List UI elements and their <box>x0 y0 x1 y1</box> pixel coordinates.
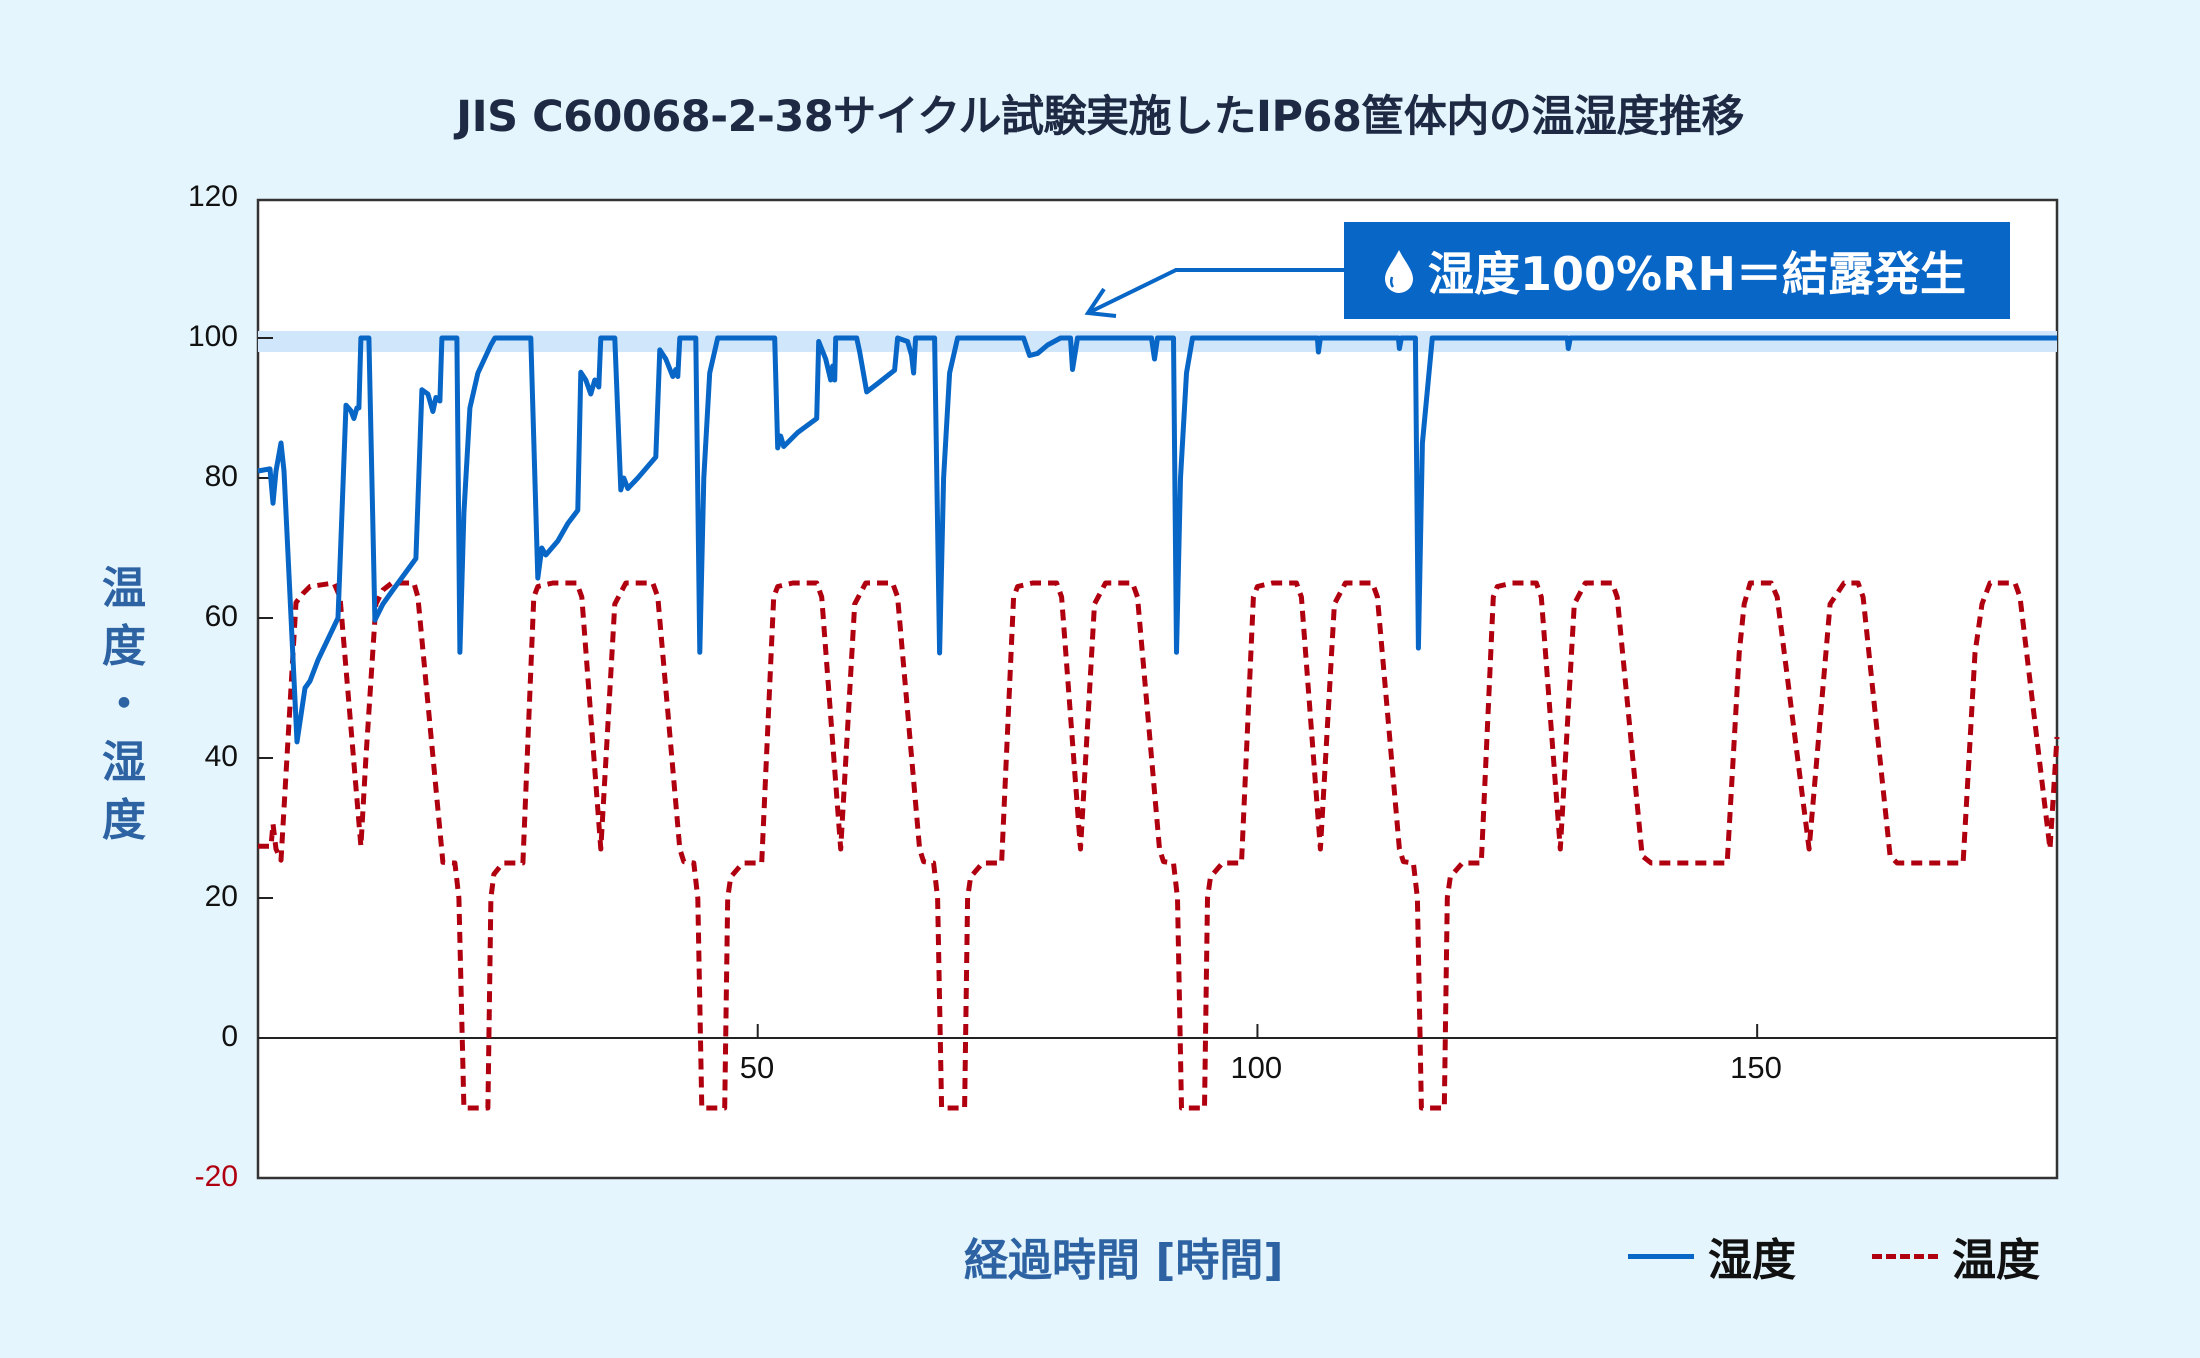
y-label-char: 度 <box>102 621 146 672</box>
humidity-line <box>257 335 2057 745</box>
arrow-head-icon <box>1084 287 1117 318</box>
water-drop-icon <box>1385 249 1413 293</box>
y-tick-label: 20 <box>204 880 238 913</box>
y-tick-label: -20 <box>194 1160 238 1193</box>
y-tick-label: 60 <box>204 600 238 633</box>
legend-item-humidity: 湿度 <box>1628 1224 1796 1288</box>
plot-area <box>256 198 2059 1180</box>
temperature-line <box>258 580 2060 1111</box>
y-label-char: 度 <box>102 795 146 846</box>
condensation-callout: 湿度100%RH＝結露発生 <box>1344 222 2010 319</box>
legend-item-temperature: 温度 <box>1872 1224 2040 1288</box>
y-axis-label: 温 度 ・ 湿 度 <box>96 560 152 850</box>
legend-dashed-line-icon <box>1872 1253 1938 1259</box>
y-tick-label: 0 <box>221 1020 238 1053</box>
legend-solid-line-icon <box>1628 1253 1694 1259</box>
callout-text: 湿度100%RH＝結露発生 <box>1428 246 1967 301</box>
x-tick-label: 50 <box>739 1050 775 1085</box>
y-tick-label: 40 <box>204 740 238 773</box>
x-axis-ticks <box>756 1024 1759 1038</box>
x-tick-label: 150 <box>1730 1050 1782 1085</box>
y-tick-label: 120 <box>187 180 238 213</box>
y-label-char: ・ <box>102 679 146 730</box>
y-tick-label: 100 <box>187 320 238 353</box>
chart-title: JIS C60068-2-38サイクル試験実施したIP68筐体内の温湿度推移 <box>456 92 1744 142</box>
legend-label: 温度 <box>1952 1235 2040 1286</box>
y-label-char: 温 <box>102 563 146 614</box>
x-axis-label: 経過時間 [時間] <box>964 1235 1284 1286</box>
x-tick-label: 100 <box>1230 1050 1283 1085</box>
y-tick-label: 80 <box>204 460 238 493</box>
callout-arrow <box>1089 268 1344 314</box>
legend-label: 湿度 <box>1708 1235 1796 1286</box>
y-label-char: 湿 <box>102 737 146 788</box>
